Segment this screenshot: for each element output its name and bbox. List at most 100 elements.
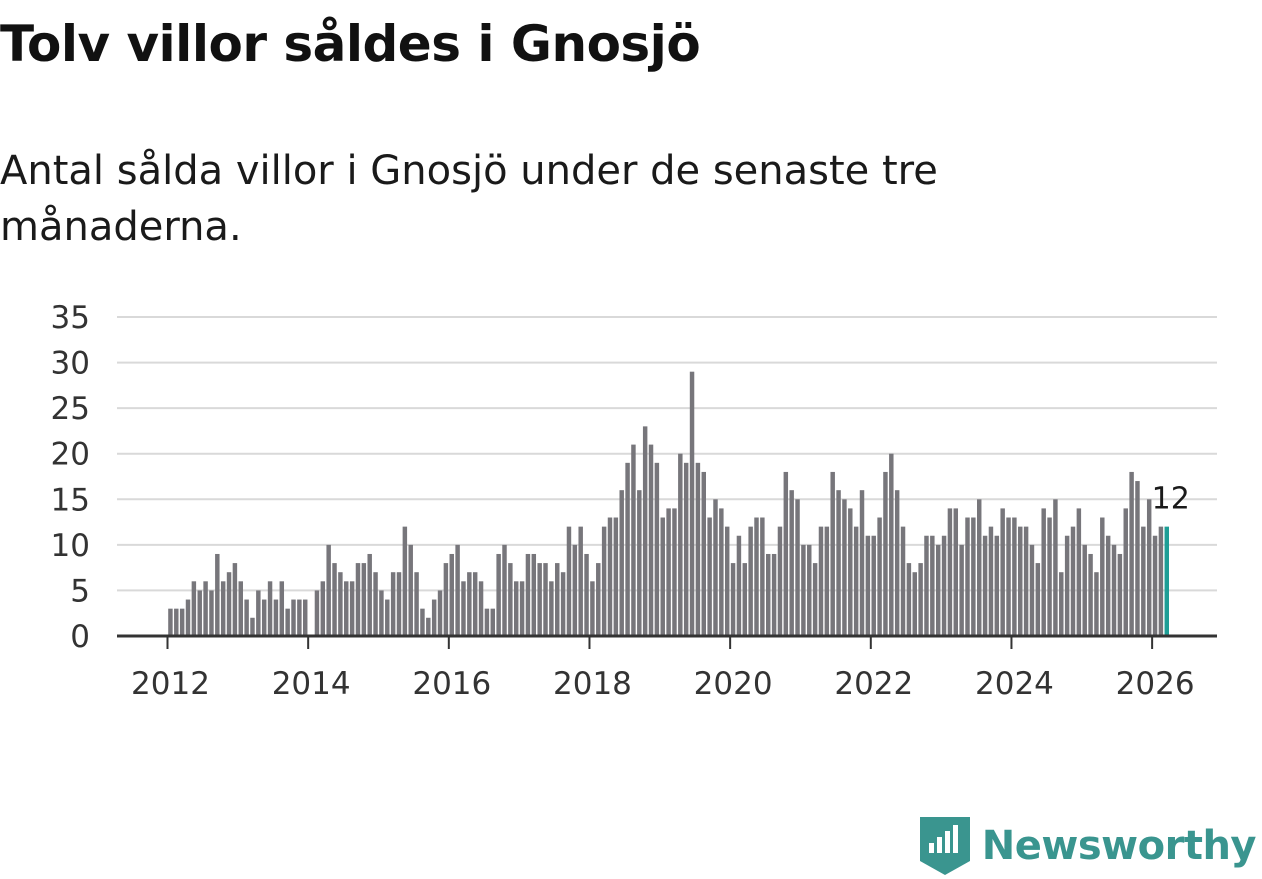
bar <box>1035 563 1041 636</box>
bar <box>1053 499 1058 636</box>
bar <box>519 581 525 636</box>
bar <box>912 572 917 636</box>
bar <box>472 572 478 636</box>
bar <box>613 517 619 636</box>
bar <box>713 499 718 636</box>
y-tick-label: 30 <box>51 346 90 382</box>
bars <box>168 371 1169 636</box>
bar <box>402 526 408 636</box>
bar <box>273 599 279 636</box>
chart-subtitle: Antal sålda villor i Gnosjö under de sen… <box>0 148 938 250</box>
bar <box>801 544 806 636</box>
bar <box>578 526 583 636</box>
bar <box>250 617 255 636</box>
bar <box>877 517 882 636</box>
bar <box>379 590 384 636</box>
bar <box>355 563 361 636</box>
bar <box>930 535 935 636</box>
bar <box>209 590 214 636</box>
bar <box>513 581 519 636</box>
bar <box>297 599 302 636</box>
bar <box>338 572 343 636</box>
bar <box>894 490 900 636</box>
bar <box>203 581 208 636</box>
chart-title: Tolv villor såldes i Gnosjö <box>0 15 701 73</box>
bar <box>220 581 226 636</box>
bar <box>549 581 554 636</box>
annotations: 12 <box>1152 482 1190 517</box>
bar <box>590 581 595 636</box>
bar <box>689 371 695 636</box>
bar <box>1123 508 1128 636</box>
bar <box>584 553 589 636</box>
bar <box>853 526 859 636</box>
bar <box>449 553 454 636</box>
bar <box>461 581 466 636</box>
bar <box>631 444 636 636</box>
bar <box>642 426 648 636</box>
bar <box>766 553 771 636</box>
bar <box>502 544 507 636</box>
bar <box>666 508 671 636</box>
bar <box>232 563 238 636</box>
bar <box>320 581 326 636</box>
bar <box>1164 526 1169 636</box>
bar <box>654 462 660 636</box>
bar <box>1023 526 1029 636</box>
bar <box>1012 517 1017 636</box>
bar <box>390 572 396 636</box>
bar <box>1111 544 1117 636</box>
bar <box>1129 471 1134 636</box>
bar <box>678 453 683 636</box>
bar <box>994 535 1000 636</box>
bar <box>1059 572 1064 636</box>
bar <box>555 563 560 636</box>
bar <box>941 535 947 636</box>
bar <box>1146 499 1152 636</box>
bar <box>537 563 542 636</box>
bar <box>168 608 173 636</box>
bar <box>795 499 800 636</box>
last-value-label: 12 <box>1152 482 1190 517</box>
bar <box>900 526 906 636</box>
x-tick-label: 2026 <box>1116 666 1195 702</box>
bar <box>572 544 578 636</box>
bar <box>818 526 824 636</box>
bar <box>367 553 372 636</box>
bar <box>197 590 202 636</box>
bar <box>812 563 818 636</box>
bar <box>566 526 572 636</box>
bar <box>543 563 548 636</box>
bar <box>437 590 443 636</box>
bar <box>279 581 285 636</box>
bar <box>906 563 912 636</box>
bar <box>1070 526 1076 636</box>
bar <box>314 590 320 636</box>
bar <box>760 517 765 636</box>
bar <box>285 608 290 636</box>
bar <box>672 508 677 636</box>
bar <box>1047 517 1052 636</box>
x-tick-label: 2018 <box>553 666 632 702</box>
bar <box>185 599 191 636</box>
bar <box>1088 553 1093 636</box>
bar <box>971 517 976 636</box>
bar <box>261 599 267 636</box>
y-tick-label: 25 <box>51 391 90 427</box>
bar <box>531 553 537 636</box>
bar <box>1094 572 1099 636</box>
x-tick-label: 2016 <box>412 666 491 702</box>
bar <box>1117 553 1123 636</box>
bar <box>982 535 988 636</box>
bar <box>332 563 337 636</box>
newsworthy-logo-text: Newsworthy <box>981 823 1257 869</box>
newsworthy-logo: Newsworthy <box>919 817 1257 875</box>
y-tick-label: 20 <box>51 437 90 473</box>
bar <box>695 462 701 636</box>
bar <box>349 581 355 636</box>
bar <box>256 590 261 636</box>
bar <box>226 572 232 636</box>
bar <box>303 599 308 636</box>
y-tick-label: 5 <box>70 573 90 609</box>
